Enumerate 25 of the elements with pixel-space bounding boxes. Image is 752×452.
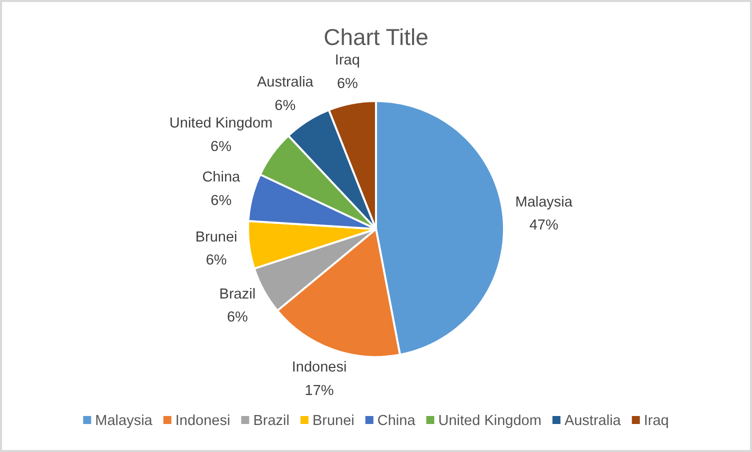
legend-label: United Kingdom <box>438 413 542 429</box>
legend-label: Brunei <box>312 413 354 429</box>
data-label: 6% <box>206 252 227 269</box>
legend-label: Indonesi <box>175 413 230 429</box>
legend-label: Iraq <box>644 413 669 429</box>
data-label: 6% <box>274 98 296 114</box>
legend-label: China <box>377 413 416 429</box>
legend-label: Australia <box>564 413 622 429</box>
slice-label: China <box>202 170 242 186</box>
data-label: 6% <box>336 76 358 92</box>
slice-label: Iraq <box>334 52 360 69</box>
data-label: 6% <box>226 309 248 326</box>
data-label: 6% <box>210 192 232 209</box>
slice-label: Australia <box>256 74 314 91</box>
slice-label: Brazil <box>219 286 256 302</box>
slice-label: Brunei <box>195 229 238 246</box>
data-label: 47% <box>529 218 558 234</box>
slice-label: Malaysia <box>515 194 574 210</box>
legend-label: Brazil <box>253 413 290 429</box>
chart-title: Chart Title <box>324 24 428 50</box>
slice-label: United Kingdom <box>169 116 273 132</box>
slice-label: Indonesi <box>292 360 347 376</box>
data-label: 6% <box>210 138 232 155</box>
legend-label: Malaysia <box>95 413 154 429</box>
data-label: 17% <box>304 382 334 399</box>
